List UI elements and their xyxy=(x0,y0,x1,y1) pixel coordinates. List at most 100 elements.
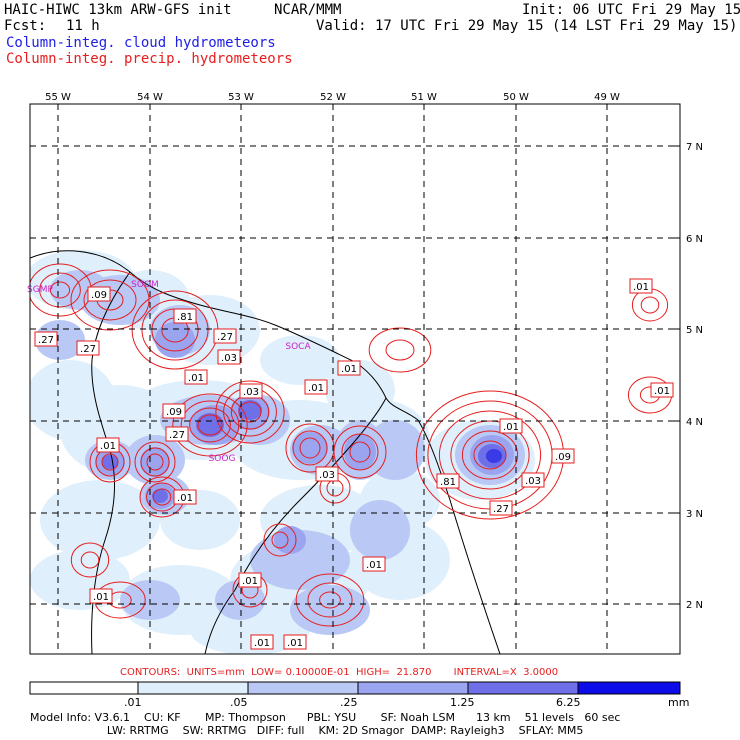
precip-contour xyxy=(295,573,365,627)
precip-contour xyxy=(385,339,415,361)
cloud-field-label: Column-integ. cloud hydrometeors xyxy=(6,35,276,51)
precip-contour xyxy=(80,551,100,569)
cloud-fill-blob xyxy=(196,413,224,437)
fcst-label: Fcst: xyxy=(4,18,47,34)
svg-text:.81: .81 xyxy=(440,477,456,488)
cloud-fill-blob xyxy=(140,447,170,477)
contour-label: .27 xyxy=(165,426,189,442)
precip-contour xyxy=(238,401,262,423)
contour-label: .27 xyxy=(76,340,100,356)
precip-contour xyxy=(134,441,176,483)
contour-label: .01 xyxy=(283,634,307,650)
svg-text:.01: .01 xyxy=(503,422,519,433)
init-time: Init: 06 UTC Fri 29 May 15 xyxy=(522,2,740,18)
cloud-fill-blob xyxy=(30,550,130,610)
latitude-label: 5 N xyxy=(686,325,703,336)
contour-label: .27 xyxy=(489,500,513,516)
precip-contour xyxy=(292,430,328,466)
cloud-fill-blob xyxy=(215,580,265,620)
precip-contour xyxy=(271,531,289,549)
svg-text:.09: .09 xyxy=(166,407,182,418)
contour-label: .81 xyxy=(436,473,460,489)
svg-text:.81: .81 xyxy=(177,312,193,323)
axis-labels: 55 W 54 W 53 W 52 W 51 W 50 W 49 W 7 N 6 N 5 N 4 N… xyxy=(45,92,703,611)
precip-contour xyxy=(307,582,353,618)
precip-contour xyxy=(180,400,240,450)
contour-label: .01 xyxy=(96,437,120,453)
longitude-label: 50 W xyxy=(503,92,529,103)
contour-label-layer: .09 .27 .27 .81 .27 .03 .01 .01 .09 .03 .01 .27 .01.… xyxy=(34,278,674,650)
colorbar-segment xyxy=(29,681,141,695)
map-frame xyxy=(29,103,681,655)
contour-info: CONTOURS: UNITS=mm LOW= 0.10000E-01 HIGH… xyxy=(120,667,559,678)
contour-label: .01 xyxy=(304,379,328,395)
border-french-guiana xyxy=(234,397,387,591)
colorbar-tick-4: 1.25 xyxy=(450,696,475,709)
precip-contour xyxy=(299,437,321,459)
latlon-grid xyxy=(30,104,680,654)
cloud-fill-blob xyxy=(350,500,410,560)
svg-text:.27: .27 xyxy=(493,504,509,515)
station-label: SOOG xyxy=(209,454,236,464)
cloud-fill-blob xyxy=(35,320,85,360)
svg-text:.03: .03 xyxy=(319,470,335,481)
coastline-east xyxy=(417,419,501,654)
precip-contour xyxy=(341,433,379,471)
model-info-line2: LW: RRTMG SW: RRTMG DIFF: full KM: 2D Sm… xyxy=(30,724,584,737)
station-label: SGMP xyxy=(27,285,53,295)
precip-contour xyxy=(349,441,371,463)
colorbar-tick-5: 6.25 xyxy=(556,696,581,709)
border-brazil xyxy=(204,589,236,654)
svg-text:.01: .01 xyxy=(633,282,649,293)
longitude-label: 52 W xyxy=(320,92,346,103)
station-label: SOOM xyxy=(131,280,159,290)
contour-label: .03 xyxy=(315,466,339,482)
fcst-value: 11 h xyxy=(66,18,100,34)
precip-contour xyxy=(473,440,507,470)
latitude-label: 7 N xyxy=(686,142,703,153)
contour-label: .09 xyxy=(551,448,575,464)
contour-label: .03 xyxy=(239,383,263,399)
contour-label: .01 xyxy=(184,369,208,385)
cloud-fill-blob xyxy=(102,455,118,469)
precip-contour xyxy=(263,523,297,557)
contour-label: .81 xyxy=(173,308,197,324)
precip-contour xyxy=(172,393,248,457)
contour-label: .01 xyxy=(650,382,674,398)
model-info-line1: Model Info: V3.6.1 CU: KF MP: Thompson P… xyxy=(30,711,621,724)
axis-ticks xyxy=(57,104,680,605)
svg-text:.27: .27 xyxy=(217,332,233,343)
cloud-fill-blob xyxy=(344,434,376,470)
cloud-fill-blob xyxy=(274,526,306,554)
valid-time: Valid: 17 UTC Fri 29 May 15 (14 LST Fri … xyxy=(316,18,738,34)
contour-label: .03 xyxy=(217,349,241,365)
svg-text:.01: .01 xyxy=(254,638,270,649)
contour-label: .01 xyxy=(89,588,113,604)
svg-text:.01: .01 xyxy=(188,373,204,384)
precip-contour xyxy=(333,425,387,479)
contour-label: .09 xyxy=(87,286,111,302)
svg-text:.27: .27 xyxy=(169,430,185,441)
latitude-label: 2 N xyxy=(686,600,703,611)
precip-contour xyxy=(83,279,137,321)
colorbar xyxy=(29,681,681,695)
cloud-fill-blob xyxy=(190,605,310,654)
precip-field-label: Column-integ. precip. hydrometeors xyxy=(6,51,293,67)
precip-contour xyxy=(140,447,170,477)
svg-text:.01: .01 xyxy=(654,386,670,397)
precip-contour-layer xyxy=(30,263,673,627)
precip-contour xyxy=(450,420,530,490)
svg-text:.01: .01 xyxy=(308,383,324,394)
contour-label: .03 xyxy=(521,472,545,488)
longitude-label: 49 W xyxy=(594,92,620,103)
precip-contour xyxy=(319,591,341,609)
precip-contour xyxy=(146,453,164,471)
precip-contour xyxy=(39,272,81,308)
svg-text:.01: .01 xyxy=(341,364,357,375)
precip-contour xyxy=(49,281,71,299)
svg-text:.01: .01 xyxy=(177,493,193,504)
cloud-fill-blob xyxy=(40,480,160,560)
svg-text:.09: .09 xyxy=(91,290,107,301)
colorbar-tick-1: .01 xyxy=(124,696,142,709)
